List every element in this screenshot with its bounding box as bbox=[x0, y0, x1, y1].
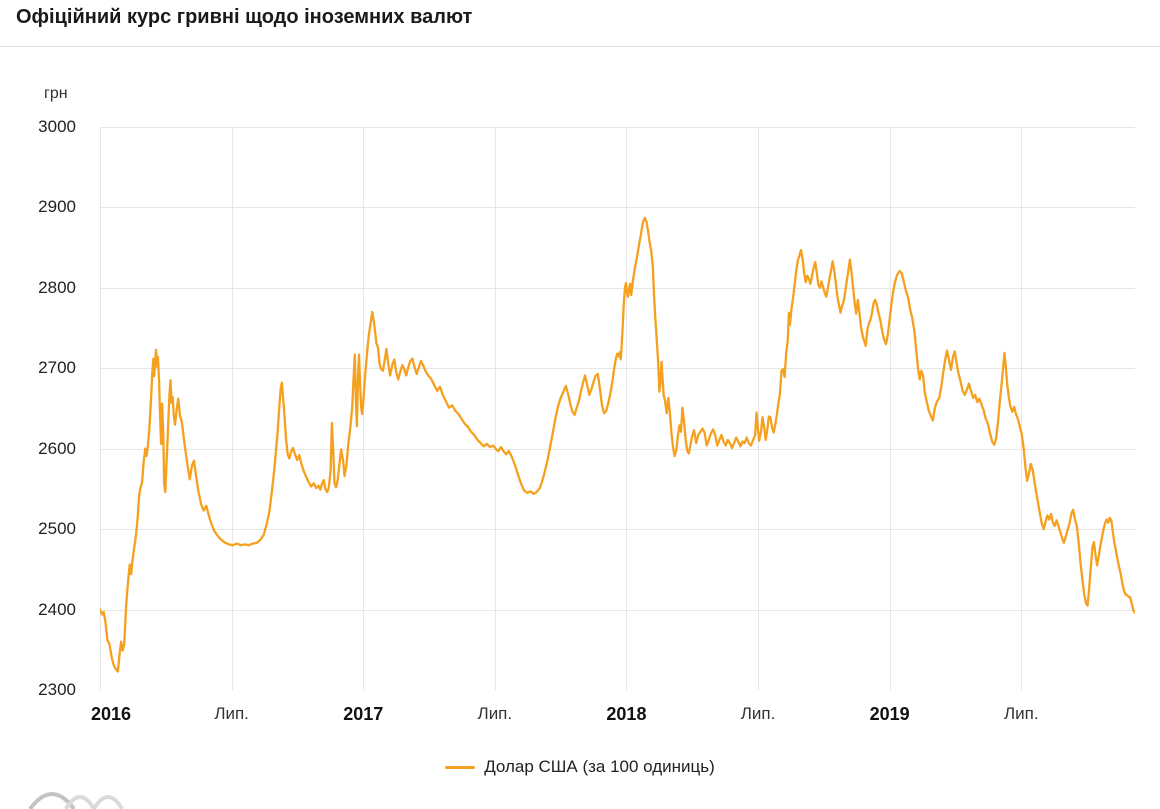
legend-line-swatch bbox=[445, 765, 476, 769]
y-axis-labels: 3000 2900 2800 2700 2600 2500 2400 2300 bbox=[30, 117, 88, 699]
page-title: Офіційний курс гривні щодо іноземних вал… bbox=[16, 6, 473, 28]
series-line-usd[interactable] bbox=[100, 216, 1135, 673]
x-axis-tick-label: 2018 bbox=[606, 704, 647, 724]
y-axis-tick-label: 2400 bbox=[38, 599, 76, 619]
legend[interactable]: Долар США (за 100 одиниць) bbox=[0, 757, 1160, 777]
y-axis-unit-label: грн bbox=[44, 85, 68, 102]
chart-plot-area[interactable] bbox=[100, 127, 1135, 690]
y-axis-tick-label: 2800 bbox=[38, 277, 76, 297]
x-axis-tick-label: 2017 bbox=[343, 704, 384, 724]
watermark-logo-icon bbox=[28, 792, 124, 809]
y-axis-tick-label: 2900 bbox=[38, 197, 76, 217]
x-axis-tick-label: Лип. bbox=[1003, 704, 1039, 723]
x-axis-tick-label: 2019 bbox=[869, 704, 910, 724]
x-axis-tick-label: Лип. bbox=[740, 704, 776, 723]
x-axis-tick-label: Лип. bbox=[214, 704, 249, 723]
x-axis-tick-label: 2016 bbox=[90, 704, 132, 724]
legend-label: Долар США (за 100 одиниць) bbox=[484, 757, 715, 776]
header-divider bbox=[0, 46, 1160, 47]
x-axis-tick-label: Лип. bbox=[477, 704, 513, 723]
x-axis-labels: 2016 Лип. 2017 Лип. 2018 Лип. 2019 Лип. bbox=[91, 702, 1135, 728]
y-axis-tick-label: 2300 bbox=[38, 680, 76, 699]
y-axis-tick-label: 3000 bbox=[38, 117, 76, 136]
y-axis-tick-label: 2700 bbox=[38, 358, 76, 378]
y-axis-tick-label: 2600 bbox=[38, 438, 76, 458]
y-axis-tick-label: 2500 bbox=[38, 519, 76, 539]
